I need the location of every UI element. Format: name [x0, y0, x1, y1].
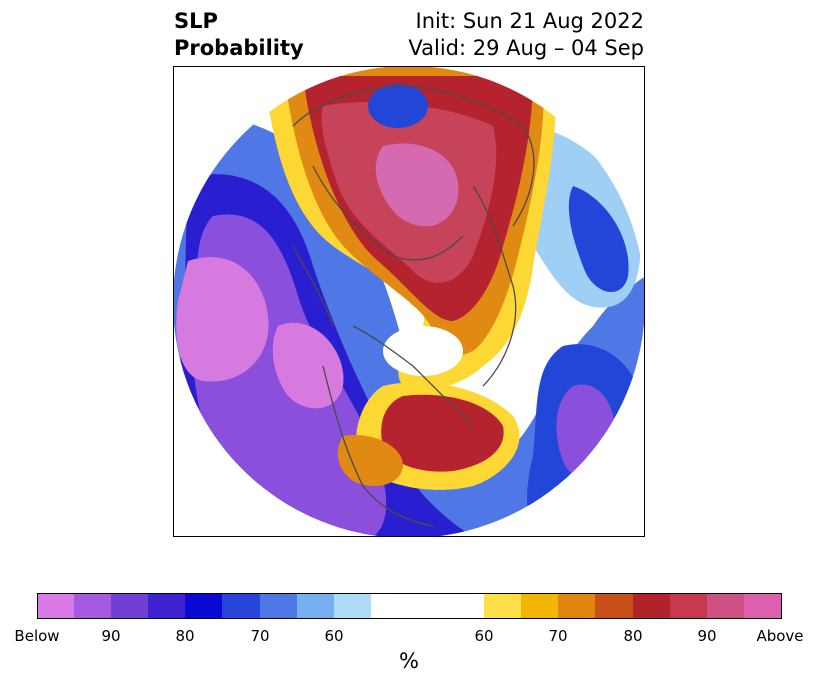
- coastlines: [292, 85, 535, 527]
- title-variable: SLP: [174, 9, 218, 33]
- colorbar-units: %: [399, 649, 419, 673]
- title-product: Probability: [174, 36, 304, 60]
- colorbar-tick-label: 60: [324, 627, 344, 645]
- colorbar-bin: [744, 593, 782, 619]
- colorbar-bin: [111, 593, 148, 619]
- colorbar-bin: [37, 593, 74, 619]
- below-region-purple: [176, 257, 269, 382]
- above-region-arctic-pink: [375, 143, 459, 227]
- below-region-purple-2: [272, 322, 344, 409]
- colorbar-bin: [334, 593, 371, 619]
- valid-range: Valid: 29 Aug – 04 Sep: [408, 36, 644, 60]
- title-left: SLP Probability: [174, 8, 304, 62]
- colorbar-bin: [185, 593, 222, 619]
- low-center-hudson: [383, 326, 463, 376]
- above-region-atlantic-red: [381, 394, 504, 472]
- colorbar-bin: [297, 593, 334, 619]
- colorbar-tick-label: 80: [623, 627, 643, 645]
- colorbar-tick-label: 70: [548, 627, 568, 645]
- colorbar-frame: [37, 593, 782, 619]
- map-disc: [173, 66, 645, 537]
- colorbar-bin: [521, 593, 558, 619]
- colorbar-tick-label: 80: [175, 627, 195, 645]
- colorbar-tick-label: 90: [697, 627, 717, 645]
- init-date: Init: Sun 21 Aug 2022: [415, 9, 644, 33]
- colorbar-bin: [707, 593, 744, 619]
- colorbar-bin: [222, 593, 260, 619]
- below-region-ne-blue: [568, 186, 629, 293]
- low-center-arctic: [368, 84, 428, 128]
- colorbar-bin: [447, 593, 484, 619]
- colorbar-bin: [74, 593, 111, 619]
- colorbar-tick-label: 70: [250, 627, 270, 645]
- title-right: Init: Sun 21 Aug 2022 Valid: 29 Aug – 04…: [408, 8, 644, 62]
- colorbar-bin: [260, 593, 297, 619]
- map-frame: [173, 66, 645, 537]
- colorbar-tick-label: 60: [474, 627, 494, 645]
- colorbar-bin: [633, 593, 670, 619]
- colorbar-bin: [148, 593, 185, 619]
- colorbar-bin: [484, 593, 521, 619]
- colorbar-bin: [558, 593, 595, 619]
- above-region-us-orange: [337, 435, 403, 486]
- colorbar-bin: [595, 593, 633, 619]
- colorbar-tick-label: Above: [756, 627, 804, 645]
- colorbar-tick-label: 90: [101, 627, 121, 645]
- colorbar: [37, 593, 782, 619]
- probability-map: [173, 66, 645, 537]
- colorbar-bin: [371, 593, 447, 619]
- colorbar-tick-label: Below: [14, 627, 60, 645]
- colorbar-bin: [670, 593, 707, 619]
